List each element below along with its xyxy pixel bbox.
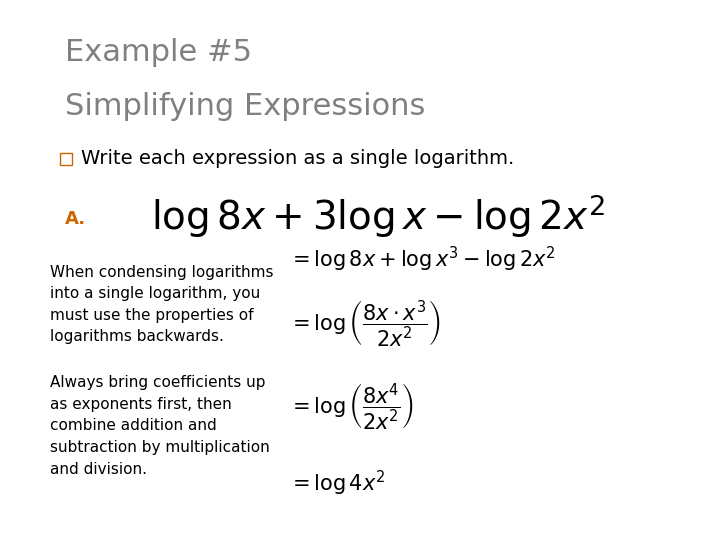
Text: Always bring coefficients up
as exponents first, then
combine addition and
subtr: Always bring coefficients up as exponent…	[50, 375, 270, 477]
Text: $= \log\left(\dfrac{8x \cdot x^3}{2x^2}\right)$: $= \log\left(\dfrac{8x \cdot x^3}{2x^2}\…	[288, 299, 441, 349]
Text: Write each expression as a single logarithm.: Write each expression as a single logari…	[81, 149, 515, 168]
Text: Example #5: Example #5	[65, 38, 252, 67]
Text: $= \log\left(\dfrac{8x^4}{2x^2}\right)$: $= \log\left(\dfrac{8x^4}{2x^2}\right)$	[288, 382, 414, 433]
Text: Simplifying Expressions: Simplifying Expressions	[65, 92, 426, 121]
FancyBboxPatch shape	[60, 153, 72, 165]
Text: When condensing logarithms
into a single logarithm, you
must use the properties : When condensing logarithms into a single…	[50, 265, 274, 345]
Text: A.: A.	[65, 210, 86, 228]
Text: $= \log 8x + \log x^3 - \log 2x^2$: $= \log 8x + \log x^3 - \log 2x^2$	[288, 245, 556, 274]
Text: $= \log 4x^2$: $= \log 4x^2$	[288, 469, 385, 498]
Text: $\log 8x + 3\log x - \log 2x^2$: $\log 8x + 3\log x - \log 2x^2$	[151, 192, 605, 240]
